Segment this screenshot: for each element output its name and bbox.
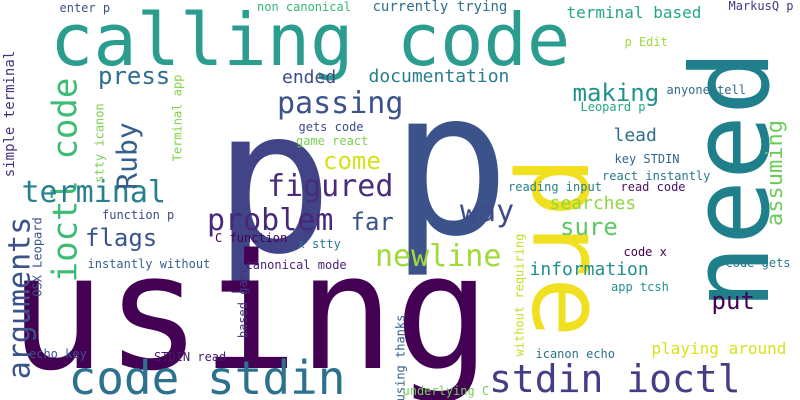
word-using: using	[9, 219, 491, 400]
word-currently-trying: currently trying	[372, 0, 508, 15]
word-osx-leopard: OSX Leopard	[30, 217, 45, 297]
word-terminal-based: terminal based	[566, 3, 702, 22]
word-echo-key: echo key	[29, 347, 87, 361]
word-leopard-p: Leopard p	[580, 100, 646, 114]
word-simple-terminal: simple terminal	[2, 50, 19, 178]
word-react-instantly: react instantly	[602, 169, 711, 183]
word-calling-code: calling code	[50, 0, 571, 82]
word-p-edit: p Edit	[624, 35, 668, 49]
word-stty-icanon: stty icanon	[92, 103, 107, 183]
word-press: press	[98, 62, 171, 90]
word-code-gets: code gets	[725, 256, 791, 270]
word-playing-around: playing around	[651, 339, 787, 358]
word-information: information	[529, 259, 649, 280]
word-icanon-echo: icanon echo	[535, 347, 615, 361]
word-ruby: Ruby	[110, 122, 144, 190]
word-terminal-app: Terminal app	[169, 74, 184, 162]
word-function-p: function p	[102, 208, 175, 222]
word-x-stty: x stty	[297, 237, 341, 251]
word-read-code: read code	[620, 180, 686, 194]
word-assuming: assuming	[762, 120, 788, 226]
word-code-x: code x	[623, 245, 667, 259]
word-instantly-without: instantly without	[87, 257, 211, 271]
word-enter-p: enter p	[59, 1, 111, 15]
word-come: come	[323, 147, 381, 175]
word-non-canonical: non canonical	[257, 0, 351, 14]
word-stdin-ioctl: stdin ioctl	[489, 357, 741, 400]
word-without-requiring: without requiring	[511, 233, 526, 357]
word-reading-input: reading input	[508, 180, 602, 194]
word-way: way	[460, 194, 515, 229]
word-app-tcsh: app tcsh	[611, 280, 669, 294]
word-canonical-mode: canonical mode	[245, 258, 347, 272]
word-far: far	[350, 208, 394, 236]
word-code-stdin: code stdin	[68, 351, 346, 400]
word-ended: ended	[282, 67, 337, 88]
word-lead: lead	[613, 125, 657, 146]
word-searches: searches	[549, 193, 637, 214]
word-c-function: C function	[215, 231, 288, 245]
word-figured: figured	[267, 169, 394, 204]
word-flags: flags	[85, 224, 158, 252]
word-underlying-c: underlying C	[402, 384, 490, 398]
word-p: p	[390, 48, 511, 281]
word-stdin-read: STDIN read	[154, 350, 227, 364]
word-sure: sure	[560, 213, 618, 241]
word-markusq-p: MarkusQ p	[728, 0, 794, 13]
word-problem: problem	[207, 203, 334, 238]
word-documentation: documentation	[368, 66, 510, 87]
word-terminal: terminal	[21, 175, 167, 210]
word-gets-code: gets code	[298, 120, 364, 134]
word-put: put	[711, 287, 755, 315]
word-based-game: based game	[236, 265, 251, 339]
word-p: p	[213, 66, 334, 299]
word-game-react: game react	[296, 134, 369, 148]
word-newline: newline	[375, 239, 502, 274]
word-passing: passing	[277, 86, 404, 121]
word-key-stdin: key STDIN	[614, 152, 680, 166]
word-making: making	[572, 79, 660, 107]
word-anyone-tell: anyone tell	[666, 83, 746, 97]
